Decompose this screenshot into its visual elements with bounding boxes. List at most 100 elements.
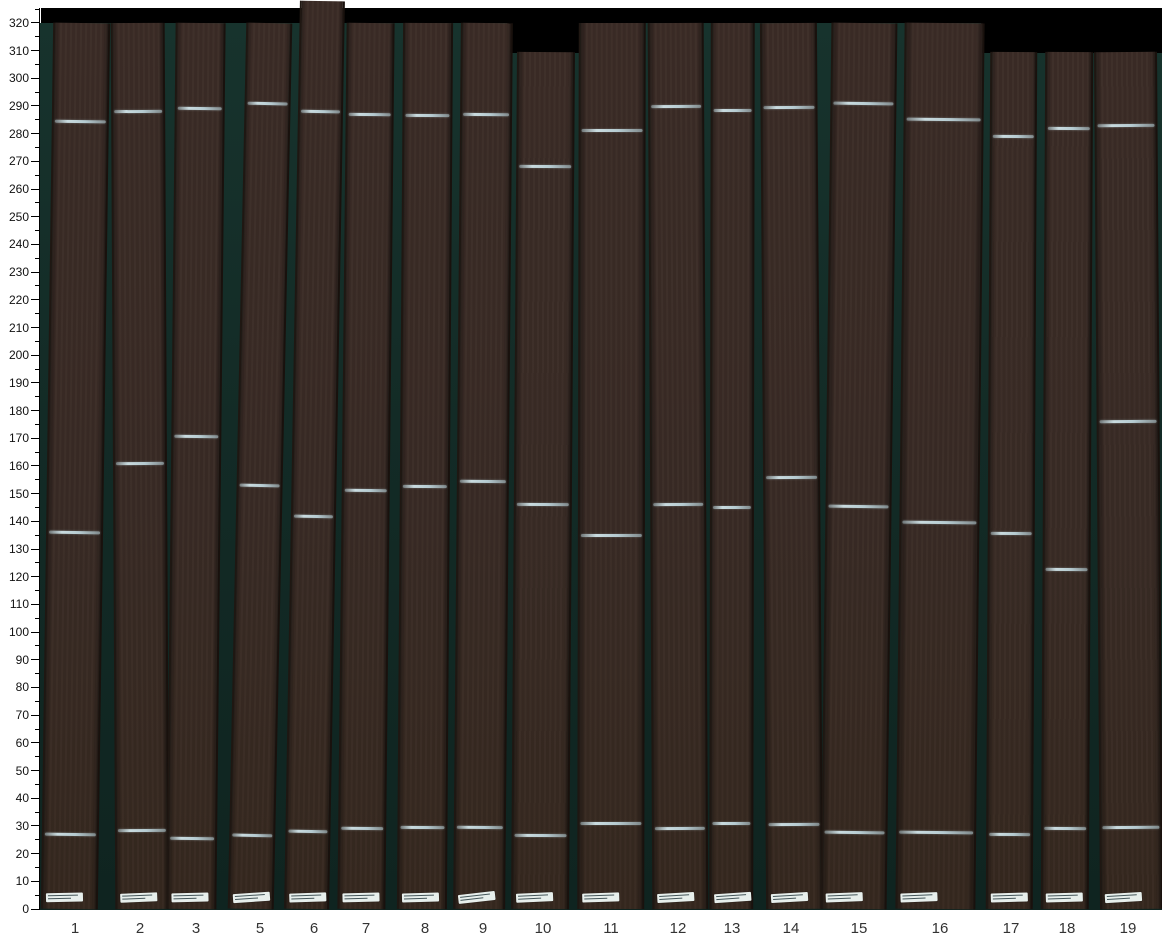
depth-mark [239, 483, 280, 488]
y-minor-tick [34, 174, 40, 176]
lane-label-5: 5 [255, 920, 265, 937]
y-major-tick [31, 437, 40, 439]
core-label-chip [45, 892, 83, 903]
chip-text-line [47, 897, 71, 900]
y-major-tick [31, 105, 40, 107]
core-lane-8 [396, 22, 454, 910]
depth-mark [1099, 419, 1157, 424]
y-tick-label: 270 [8, 154, 29, 169]
y-major-tick [31, 493, 40, 495]
depth-mark [992, 134, 1034, 139]
y-minor-tick [34, 645, 40, 647]
core-lane-2 [110, 22, 170, 910]
core-label-chip [342, 892, 380, 903]
core-label-chip [825, 892, 863, 903]
y-minor-tick [34, 119, 40, 121]
depth-mark [651, 104, 702, 108]
y-minor-tick [34, 866, 40, 868]
core-lane-14 [759, 22, 823, 910]
chip-text-line [234, 896, 258, 900]
y-tick-label: 250 [8, 209, 29, 224]
y-minor-tick [34, 590, 40, 592]
depth-mark [712, 505, 751, 510]
depth-mark [117, 828, 166, 832]
depth-mark [405, 114, 450, 118]
lane-label-12: 12 [669, 920, 687, 937]
y-tick-label: 180 [8, 403, 29, 418]
lane-label-9: 9 [478, 920, 488, 937]
core-label-chip [770, 891, 808, 904]
top-filler-band [41, 8, 1162, 23]
core-label-chip [515, 892, 554, 903]
depth-mark [48, 530, 100, 535]
y-minor-tick [34, 340, 40, 342]
y-minor-tick [34, 839, 40, 841]
y-major-tick [31, 327, 40, 328]
y-minor-tick [34, 728, 40, 730]
depth-mark [400, 825, 445, 829]
chip-text-line [992, 894, 1022, 897]
y-tick-label: 40 [15, 791, 29, 806]
lane-label-13: 13 [723, 920, 741, 937]
y-tick-label: 120 [8, 569, 29, 584]
depth-mark [348, 112, 391, 117]
chip-text-line [344, 897, 368, 900]
lane-label-11: 11 [603, 920, 619, 937]
core-lane-10 [511, 51, 575, 910]
lane-label-2: 2 [135, 920, 145, 937]
y-minor-tick [34, 534, 40, 536]
y-tick-label: 280 [8, 126, 29, 141]
depth-mark [115, 461, 164, 465]
chip-text-line [47, 894, 78, 897]
y-tick-label: 20 [15, 846, 29, 861]
y-tick-label: 200 [8, 348, 29, 363]
y-major-tick [31, 354, 40, 356]
chip-text-line [122, 897, 146, 900]
depth-mark [1045, 568, 1088, 572]
core-lane-9 [453, 22, 513, 910]
depth-mark [1101, 825, 1159, 829]
chip-text-line [1106, 893, 1136, 898]
depth-mark [519, 165, 572, 169]
y-major-tick [31, 133, 40, 135]
y-tick-label: 0 [22, 902, 29, 916]
chip-text-line [659, 897, 683, 900]
depth-mark [902, 520, 977, 525]
depth-mark [54, 119, 106, 124]
chip-text-line [992, 897, 1016, 900]
y-minor-tick [34, 257, 40, 259]
y-tick-label: 130 [8, 542, 29, 557]
depth-mark [828, 504, 889, 508]
y-major-tick [31, 686, 40, 688]
y-minor-tick [34, 147, 40, 149]
lane-label-3: 3 [191, 920, 201, 937]
core-label-chip [713, 891, 752, 904]
y-tick-label: 10 [15, 874, 29, 889]
chip-text-line [517, 893, 548, 897]
core-label-chip [900, 892, 938, 903]
depth-mark [177, 107, 222, 111]
lane-label-6: 6 [309, 920, 319, 937]
y-major-tick [31, 160, 40, 162]
depth-mark [906, 117, 981, 122]
chip-text-line [716, 897, 740, 901]
lane-top-filler [1036, 21, 1098, 53]
y-tick-label: 160 [8, 458, 29, 473]
core-label-chip [171, 892, 209, 903]
y-minor-tick [34, 673, 40, 675]
y-tick-label: 140 [8, 514, 29, 529]
depth-mark [990, 532, 1032, 536]
depth-mark [402, 485, 447, 489]
y-minor-tick [34, 396, 40, 398]
depth-mark [287, 829, 327, 834]
core-lane-1 [40, 22, 110, 910]
y-minor-tick [34, 230, 40, 232]
y-major-tick [31, 659, 40, 661]
y-minor-tick [34, 783, 40, 785]
lane-label-7: 7 [361, 920, 371, 937]
depth-mark [293, 513, 333, 518]
depth-mark [1044, 827, 1087, 831]
depth-mark [114, 109, 163, 114]
y-minor-tick [34, 368, 40, 370]
